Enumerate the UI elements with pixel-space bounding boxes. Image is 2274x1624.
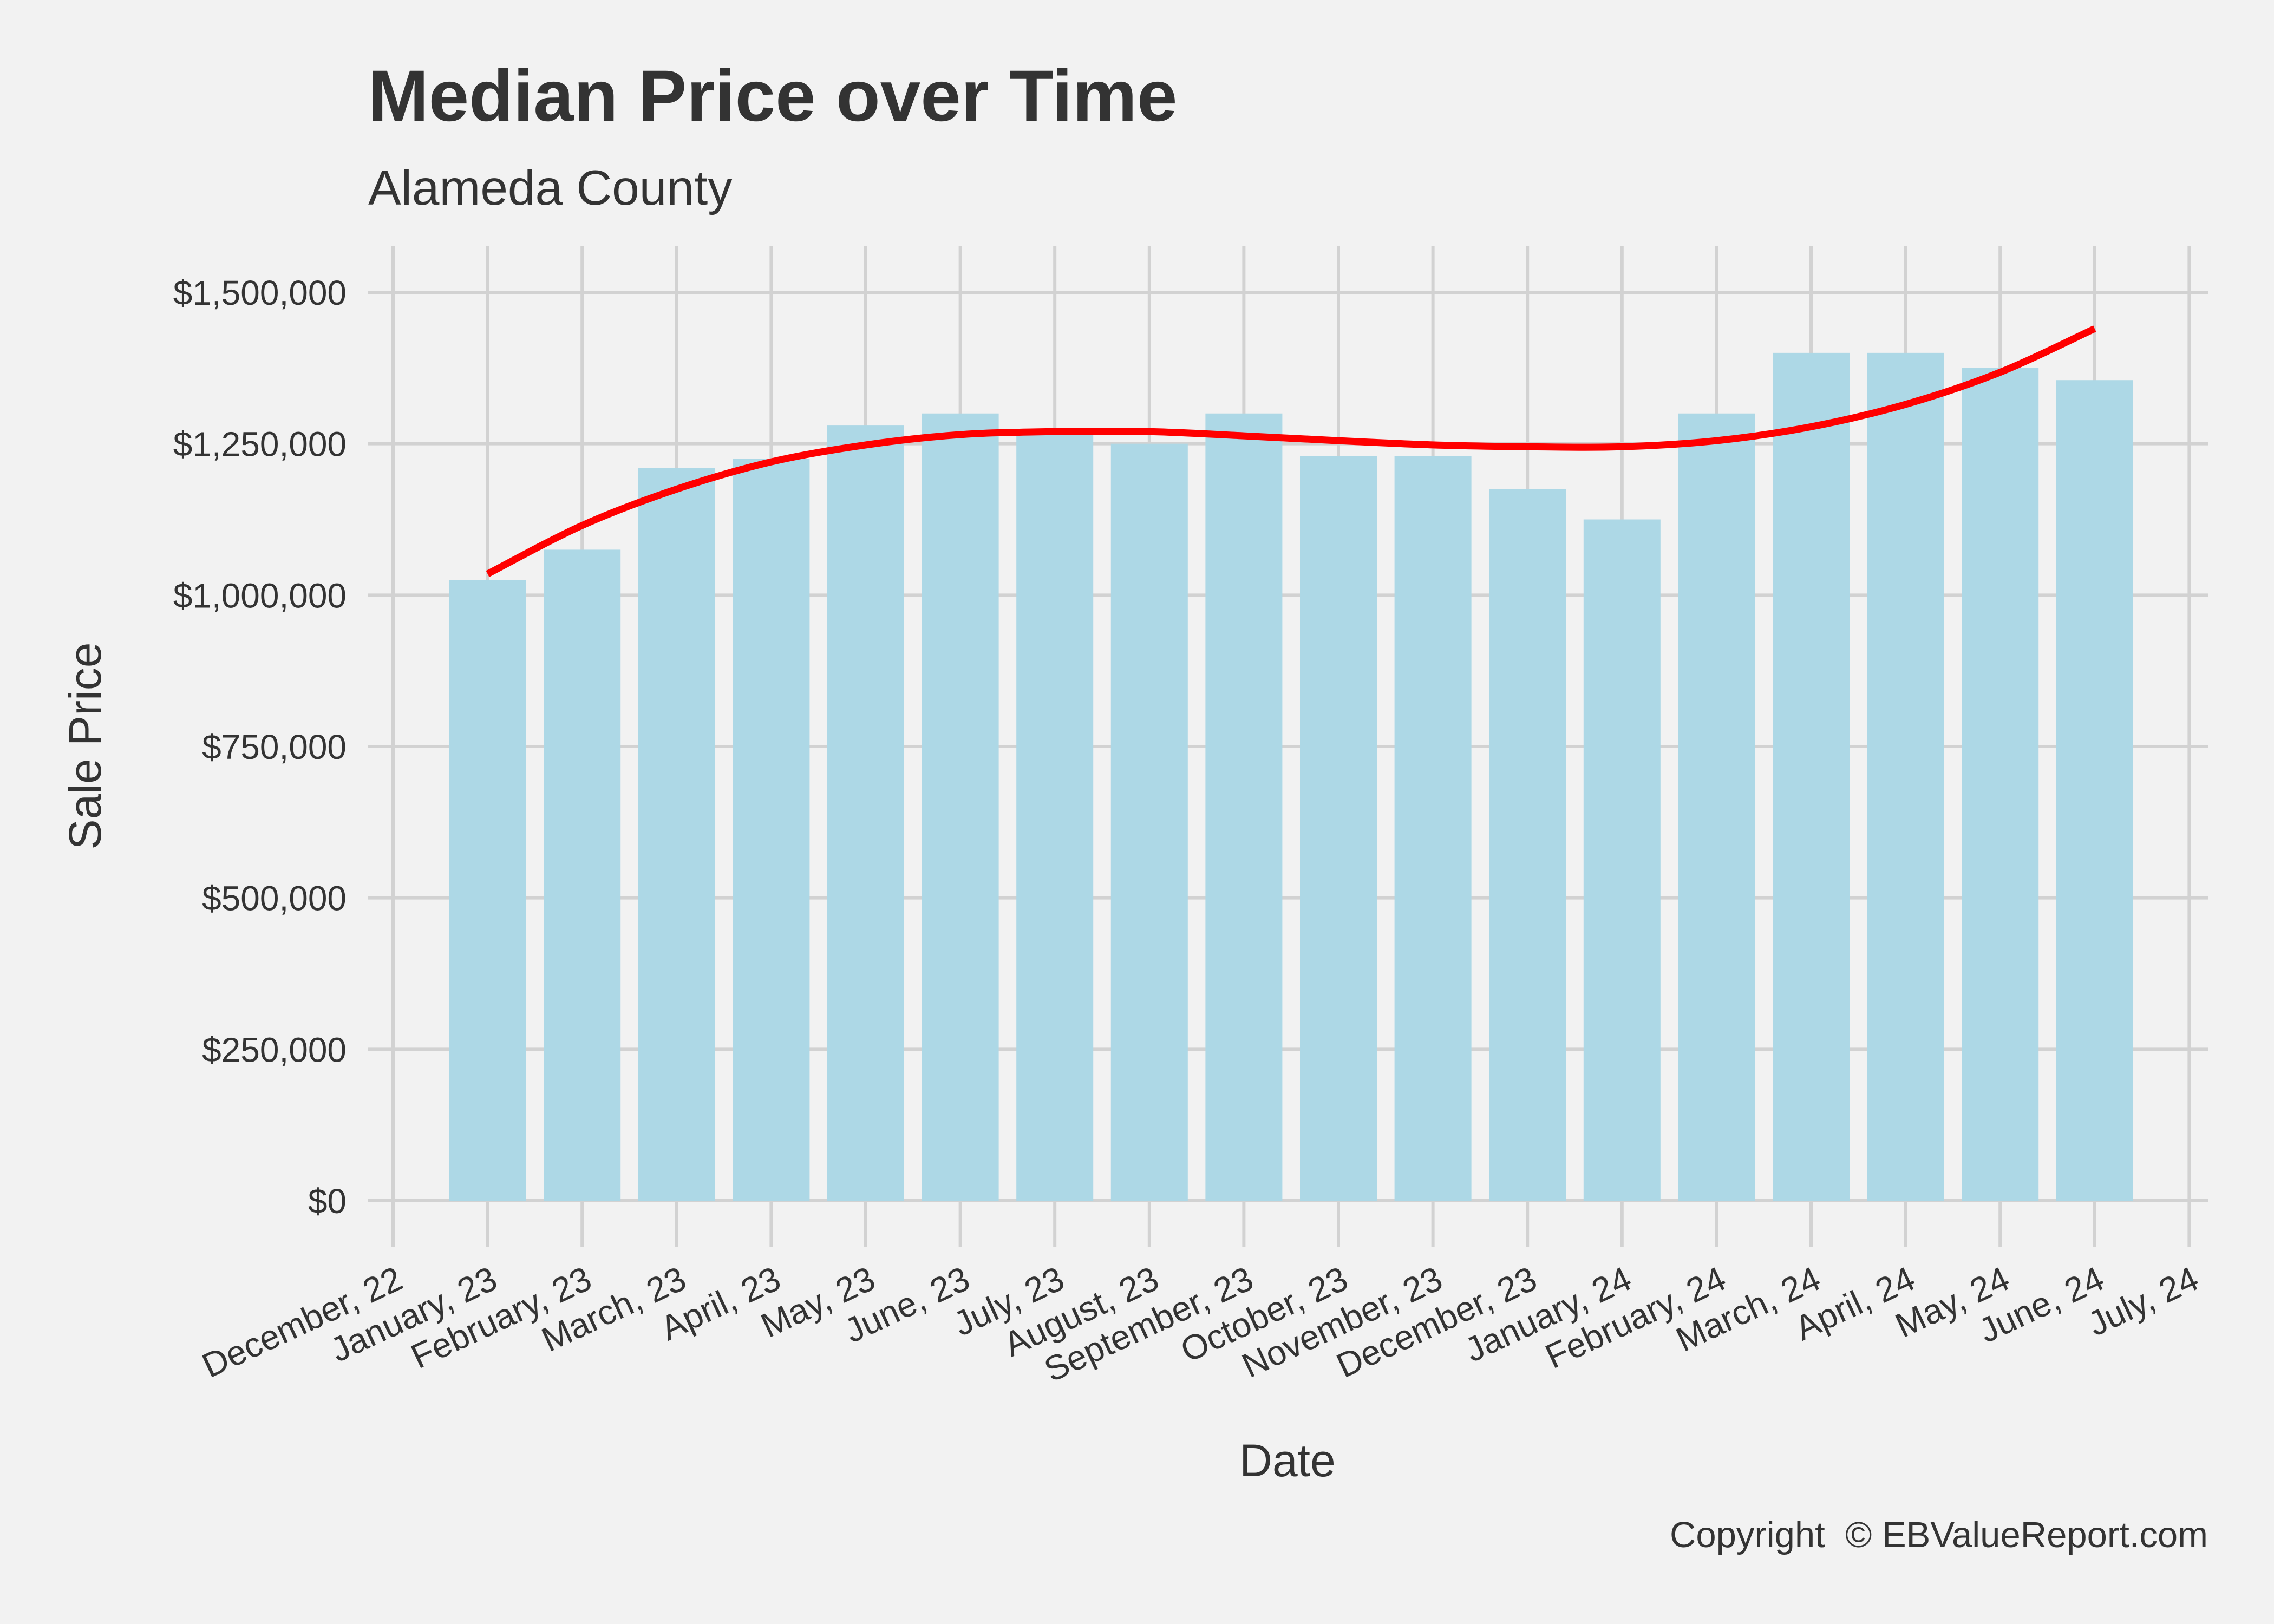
bar	[1489, 489, 1566, 1201]
bar	[449, 580, 526, 1201]
bar	[733, 459, 810, 1201]
bar	[2056, 380, 2133, 1201]
y-tick-label: $1,250,000	[173, 425, 347, 464]
bars	[449, 352, 2133, 1201]
trend-line	[486, 325, 2096, 577]
chart-title: Median Price over Time	[368, 56, 1177, 136]
bar	[1583, 519, 1661, 1201]
bar	[922, 413, 999, 1201]
bar	[1205, 413, 1283, 1201]
chart-subtitle: Alameda County	[368, 161, 733, 215]
trend-line-group	[486, 325, 2096, 577]
x-tick-label: July, 24	[2082, 1259, 2204, 1343]
bar	[544, 549, 621, 1201]
bar	[1394, 456, 1472, 1201]
bar	[1300, 456, 1377, 1201]
y-tick-label: $1,500,000	[173, 273, 347, 312]
bar	[1867, 352, 1944, 1201]
y-tick-label: $1,000,000	[173, 576, 347, 615]
bar	[1016, 431, 1094, 1201]
y-tick-label: $500,000	[202, 879, 347, 918]
bar	[1678, 413, 1755, 1201]
y-tick-label: $250,000	[202, 1030, 347, 1069]
copyright-caption: Copyright © EBValueReport.com	[1670, 1515, 2208, 1555]
bar	[638, 468, 715, 1201]
y-axis-title: Sale Price	[60, 643, 110, 850]
y-tick-label: $0	[308, 1182, 347, 1221]
bar	[827, 425, 904, 1201]
y-axis-ticks: $0 $250,000 $500,000 $750,000 $1,000,000 $1,2…	[173, 273, 347, 1221]
bar	[1110, 443, 1188, 1201]
bar	[1962, 368, 2039, 1201]
y-tick-label: $750,000	[202, 728, 347, 767]
x-axis-title: Date	[1239, 1435, 1335, 1486]
bar	[1773, 352, 1850, 1201]
